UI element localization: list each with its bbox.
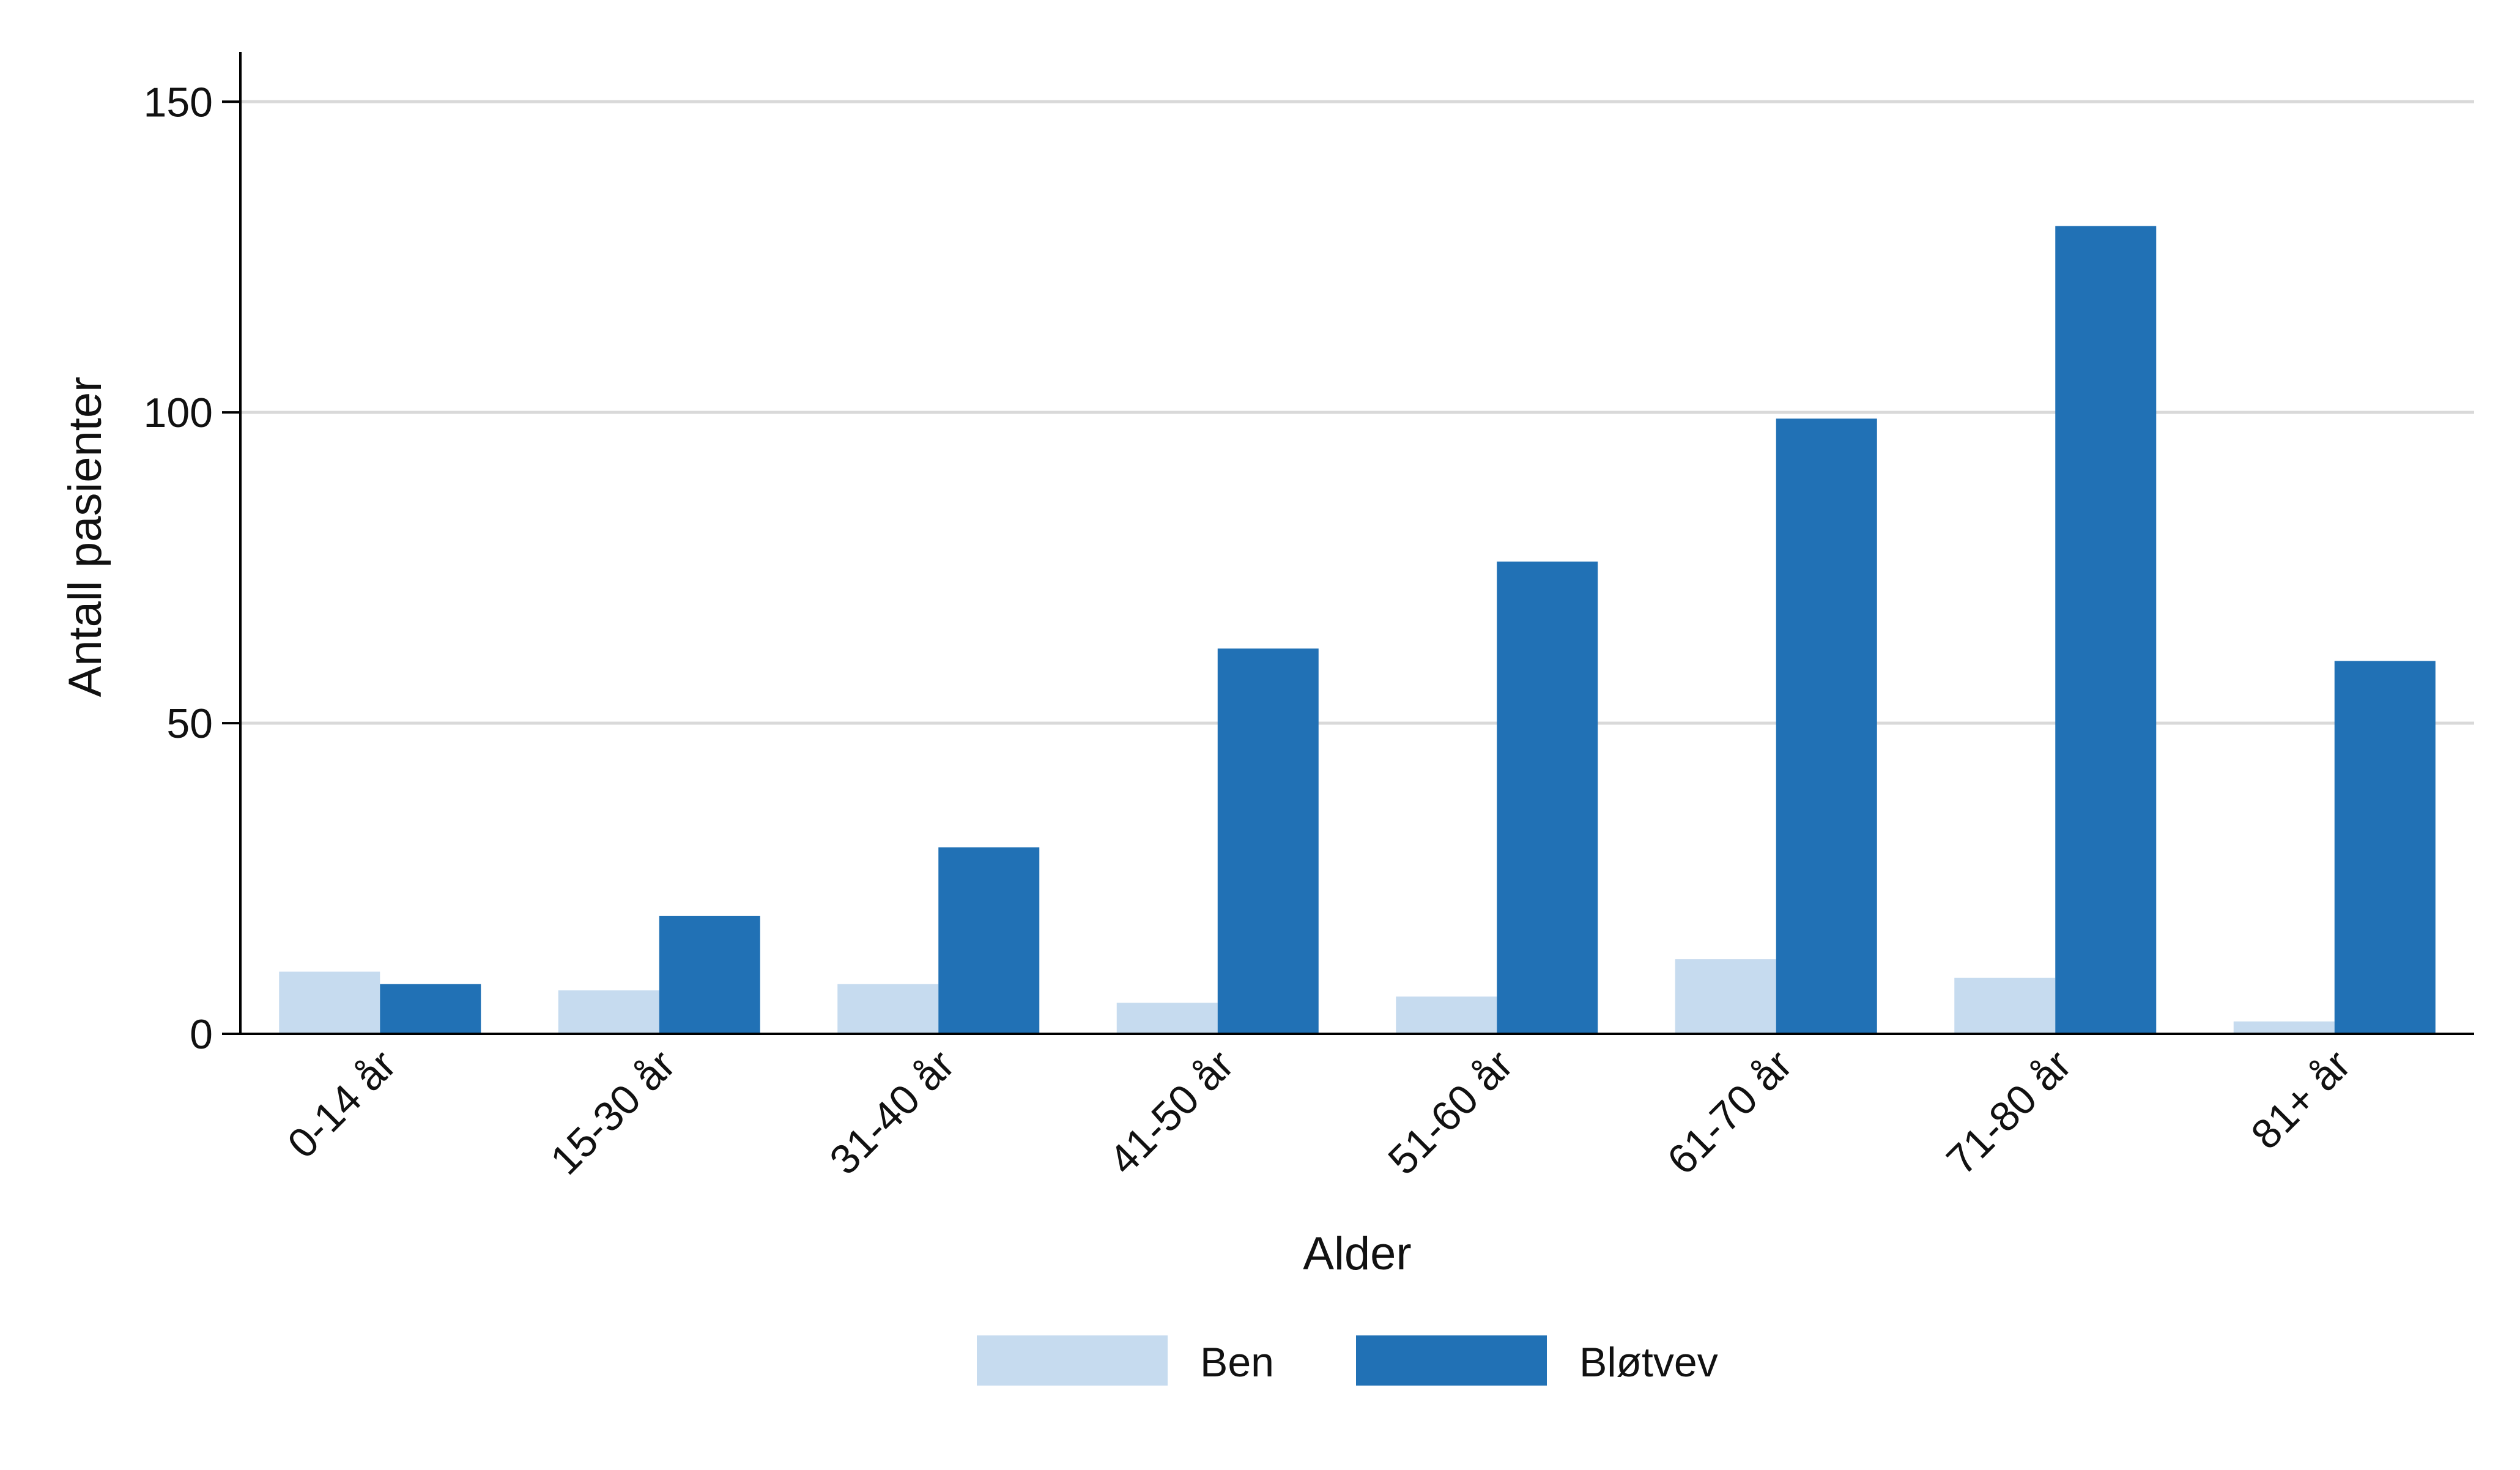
axes [239,52,2474,1035]
legend-swatch-1 [1356,1335,1547,1386]
bar-bl-tvev-4 [1497,561,1598,1034]
x-ticks: 0-14 år 15-30 år 31-40 år 41-50 år 51-60 år 6… [279,1041,2360,1184]
bar-bl-tvev-3 [1217,648,1319,1034]
x-tick-label: 0-14 år [279,1041,405,1167]
bar-bl-tvev-1 [659,915,760,1034]
y-axis-label: Antall pasienter [59,377,111,697]
x-tick-label: 81+ år [2242,1041,2359,1158]
bar-ben-0 [279,971,380,1034]
bar-bl-tvev-6 [2055,226,2157,1034]
y-tick-label: 100 [144,390,213,436]
x-tick-label: 51-60 år [1379,1041,1522,1184]
bar-ben-3 [1116,1003,1218,1034]
x-tick-label: 15-30 år [542,1041,684,1184]
y-tick-label: 50 [166,700,213,747]
legend-swatch-0 [977,1335,1168,1386]
y-tick-label: 0 [190,1011,213,1058]
x-tick-label: 61-70 år [1659,1041,1801,1184]
bar-ben-4 [1396,997,1497,1034]
x-tick-label: 41-50 år [1100,1041,1243,1184]
x-tick-label: 31-40 år [821,1041,963,1184]
legend: Ben Bløtvev [977,1335,1718,1386]
bar-ben-1 [558,990,659,1034]
y-tick-label: 150 [144,79,213,125]
x-axis-label: Alder [1303,1228,1411,1280]
legend-label-0: Ben [1200,1339,1274,1386]
bars [279,226,2436,1034]
x-tick-label: 71-80 år [1938,1041,2080,1184]
bar-ben-5 [1675,959,1776,1034]
bar-bl-tvev-2 [938,847,1040,1034]
bar-ben-6 [1954,978,2056,1034]
bar-ben-2 [837,984,939,1034]
bar-bl-tvev-0 [380,984,481,1034]
bar-bl-tvev-7 [2334,661,2436,1034]
y-ticks: 0 50 100 150 [144,79,240,1058]
legend-label-1: Bløtvev [1579,1339,1718,1386]
bar-bl-tvev-5 [1776,418,1877,1034]
bar-ben-7 [2233,1021,2335,1034]
